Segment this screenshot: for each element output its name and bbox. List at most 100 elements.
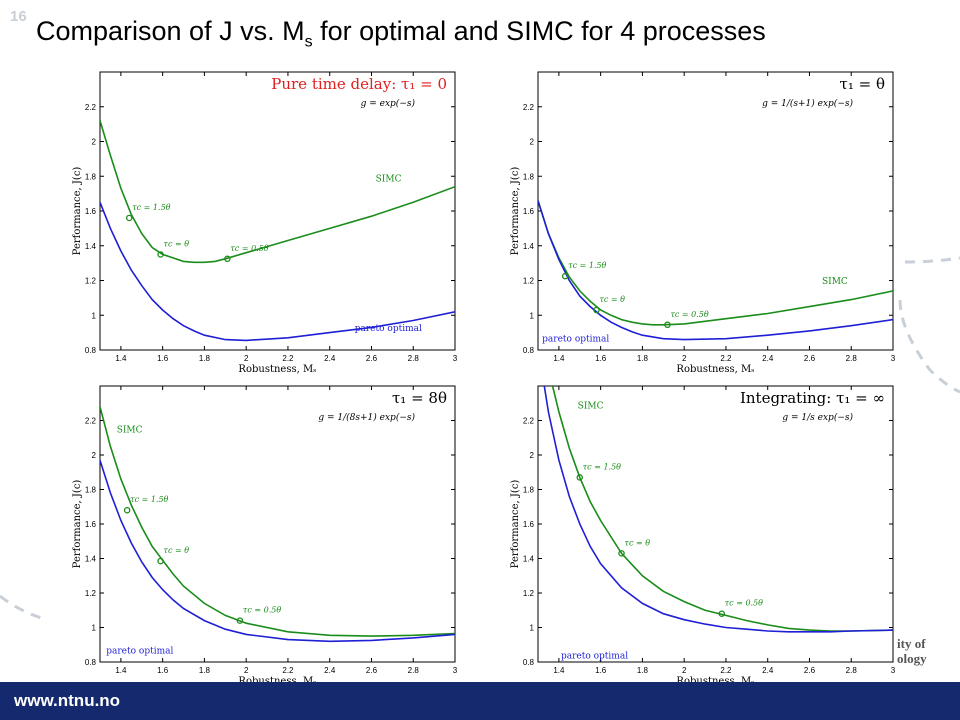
tau-marker-label: τc = 0.5θ [230, 244, 268, 253]
y-axis-label: Performance, J(c) [510, 167, 521, 256]
y-tick-label: 1.4 [85, 555, 97, 564]
series-label: pareto optimal [561, 652, 628, 662]
plot-area [99, 385, 456, 663]
tau-marker-label: τc = 1.5θ [583, 462, 621, 471]
tau-marker-label: τc = θ [599, 295, 625, 304]
tau-marker [157, 557, 164, 565]
y-tick-label: 2 [92, 451, 97, 460]
y-tick-label: 1 [530, 311, 535, 320]
x-axis-label: Robustness, Mₛ [676, 676, 754, 684]
tau-marker [157, 251, 164, 258]
y-tick-label: 1.4 [85, 242, 97, 251]
x-tick-label: 1.6 [157, 354, 169, 363]
series-line-pareto-optimal [543, 386, 893, 633]
footer-url-link[interactable]: www.ntnu.no [14, 691, 121, 710]
y-tick-label: 2 [530, 451, 535, 460]
x-tick-label: 2.4 [762, 666, 774, 675]
y-tick-label: 0.8 [523, 658, 535, 667]
chart-heading: Integrating: τ₁ = ∞ [740, 389, 885, 407]
tau-marker [236, 617, 244, 624]
series-label: SIMC [578, 401, 604, 411]
y-tick-label: 2.2 [85, 103, 97, 112]
x-tick-label: 1.6 [595, 666, 607, 675]
series-line-simc [551, 386, 893, 632]
x-tick-label: 2.6 [366, 666, 378, 675]
chart-tau-theta: 1.4 1.6 1.8 2 2.2 2.4 2.6 2.8 3 0.8 1 1.2 1.4 1.6 1.8 2… [510, 71, 896, 375]
x-tick-label: 1.4 [553, 666, 565, 675]
x-tick-label: 1.8 [199, 354, 211, 363]
x-tick-label: 3 [453, 666, 458, 675]
tau-marker [125, 214, 133, 222]
y-axis-label: Performance, J(c) [510, 480, 521, 569]
x-tick-label: 2 [682, 354, 687, 363]
y-tick-label: 0.8 [85, 346, 97, 355]
x-tick-label: 2 [244, 666, 249, 675]
x-tick-label: 2 [244, 354, 249, 363]
x-tick-label: 2.6 [804, 354, 816, 363]
university-logo-fragment: ity of ology [897, 636, 927, 666]
y-tick-label: 1.2 [85, 589, 97, 598]
y-tick-label: 1.8 [85, 486, 97, 495]
x-tick-label: 3 [453, 354, 458, 363]
x-tick-label: 2.6 [804, 666, 816, 675]
y-tick-label: 2.2 [85, 417, 97, 426]
tau-marker [593, 306, 600, 314]
tau-marker-label: τc = 0.5θ [725, 599, 763, 608]
title-rest: for optimal and SIMC for 4 processes [312, 16, 766, 46]
title-main: Comparison of J vs. M [36, 16, 305, 46]
tau-marker-label: τc = θ [164, 239, 190, 248]
x-tick-label: 2.8 [408, 354, 420, 363]
y-tick-label: 1.6 [523, 520, 535, 529]
chart-panel-tau-theta: 1.4 1.6 1.8 2 2.2 2.4 2.6 2.8 3 0.8 1 1.2 1.4 1.6 1.8 2… [508, 62, 898, 380]
x-tick-label: 2 [682, 666, 687, 675]
y-tick-label: 1.4 [523, 555, 535, 564]
x-tick-label: 2.8 [846, 666, 858, 675]
y-tick-label: 1.2 [523, 277, 535, 286]
chart-panel-integrating: 1.4 1.6 1.8 2 2.2 2.4 2.6 2.8 3 0.8 1 1.2 1.4 1.6 1.8 2… [508, 378, 898, 684]
x-axis-label: Robustness, Mₛ [238, 676, 316, 684]
y-tick-label: 1.2 [85, 277, 97, 286]
chart-tau-8theta: 1.4 1.6 1.8 2 2.2 2.4 2.6 2.8 3 0.8 1 1.2 1.4 1.6 1.8 2… [72, 385, 458, 684]
y-tick-label: 2.2 [523, 417, 535, 426]
chart-panel-pure-delay: 1.4 1.6 1.8 2 2.2 2.4 2.6 2.8 3 0.8 1 1.2 1.4 1.6 1.8 2… [70, 62, 460, 380]
y-tick-label: 1.8 [523, 172, 535, 181]
series-line-pareto-optimal [100, 459, 455, 643]
y-tick-label: 1.6 [523, 207, 535, 216]
series-label: pareto optimal [542, 334, 609, 344]
logo-line-2: ology [897, 651, 927, 666]
y-tick-label: 1 [92, 624, 97, 633]
tau-marker-label: τc = 1.5θ [132, 203, 170, 212]
series-line-simc [100, 120, 455, 264]
x-tick-label: 2.6 [366, 354, 378, 363]
x-tick-label: 2.2 [720, 666, 732, 675]
x-tick-label: 2.2 [282, 354, 294, 363]
slide-title: Comparison of J vs. Ms for optimal and S… [36, 16, 766, 51]
series-label: SIMC [117, 426, 143, 436]
x-tick-label: 1.4 [553, 354, 565, 363]
process-formula: g = exp(−s) [361, 98, 416, 109]
tau-marker-label: τc = 0.5θ [243, 606, 281, 615]
y-tick-label: 0.8 [523, 346, 535, 355]
y-tick-label: 2.2 [523, 103, 535, 112]
x-tick-label: 2.8 [846, 354, 858, 363]
series-line-simc [100, 406, 455, 637]
tau-marker [664, 321, 671, 329]
x-axis-label: Robustness, Mₛ [238, 364, 316, 375]
y-tick-label: 1.6 [85, 207, 97, 216]
y-tick-label: 2 [530, 138, 535, 147]
series-label: pareto optimal [106, 646, 173, 656]
series-label: SIMC [376, 174, 402, 184]
series-line-simc [538, 200, 893, 326]
title-subscript: s [304, 33, 313, 51]
y-tick-label: 1.8 [523, 486, 535, 495]
tau-marker [718, 610, 726, 617]
chart-panel-tau-8theta: 1.4 1.6 1.8 2 2.2 2.4 2.6 2.8 3 0.8 1 1.2 1.4 1.6 1.8 2… [70, 378, 460, 684]
series-line-pareto-optimal [100, 202, 455, 342]
tau-marker [224, 255, 231, 263]
x-tick-label: 3 [891, 666, 896, 675]
y-tick-label: 1.8 [85, 172, 97, 181]
x-tick-label: 2.2 [720, 354, 732, 363]
x-tick-label: 1.8 [637, 354, 649, 363]
tau-marker [576, 474, 584, 481]
plot-area [537, 71, 894, 351]
